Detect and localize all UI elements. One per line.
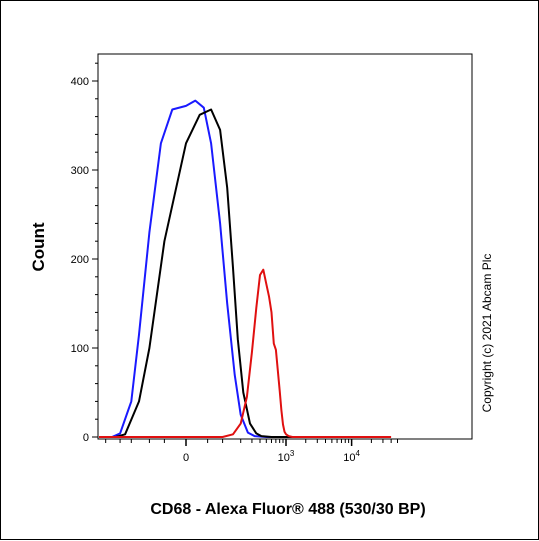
histogram-series-2 [99,108,332,438]
series-layer [99,99,392,438]
y-tick-label: 200 [71,254,89,266]
y-axis-title: Count [29,222,48,271]
x-tick-exponent: 4 [356,449,361,458]
y-tick-label: 100 [71,343,89,355]
y-tick-label: 400 [71,76,89,88]
copyright-annotation: Copyright (c) 2021 Abcam Plc [480,254,494,413]
x-axis: 0 103 104 [105,439,399,464]
x-axis-title: CD68 - Alexa Fluor® 488 (530/30 BP) [150,501,425,518]
x-tick-exponent: 3 [290,449,295,458]
plot-area [97,53,473,440]
y-axis: 0 100 200 300 400 [71,62,98,444]
y-tick-label: 0 [83,432,89,444]
histogram-series-1 [99,99,332,438]
histogram-series-3 [99,268,392,438]
y-tick-label: 300 [71,165,89,177]
x-tick-label: 104 [343,449,360,464]
x-tick-label: 0 [183,452,189,464]
x-tick-label: 103 [278,449,295,464]
